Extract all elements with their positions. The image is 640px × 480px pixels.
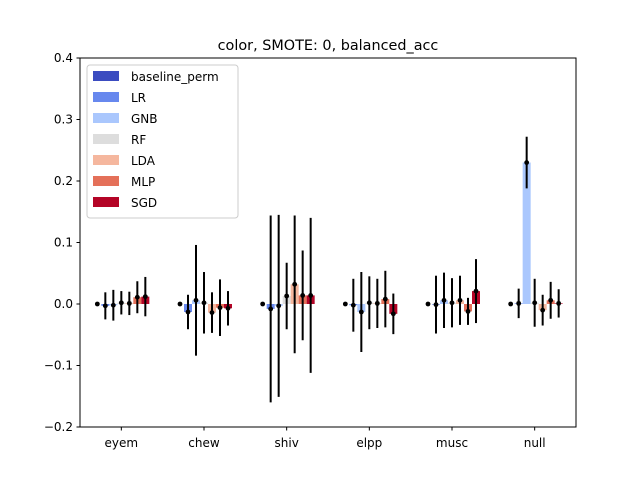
point-chew-baseline_perm xyxy=(178,302,183,307)
point-musc-RF xyxy=(450,300,455,305)
legend-swatch-LR xyxy=(93,92,119,102)
legend-swatch-GNB xyxy=(93,113,119,123)
legend-label-MLP: MLP xyxy=(131,175,155,189)
point-eyem-LR xyxy=(103,303,108,308)
point-musc-baseline_perm xyxy=(426,302,431,307)
legend-label-baseline_perm: baseline_perm xyxy=(131,70,219,84)
point-chew-RF xyxy=(202,300,207,305)
point-chew-LDA xyxy=(210,310,215,315)
point-null-LDA xyxy=(540,308,545,313)
point-shiv-LR xyxy=(268,307,273,312)
x-tick-label-null: null xyxy=(524,436,546,450)
y-tick-label: 0.2 xyxy=(54,174,73,188)
point-null-baseline_perm xyxy=(508,302,513,307)
point-shiv-LDA xyxy=(292,282,297,287)
point-shiv-GNB xyxy=(276,303,281,308)
point-chew-MLP xyxy=(218,305,223,310)
point-eyem-SGD xyxy=(143,294,148,299)
point-null-LR xyxy=(516,301,521,306)
point-elpp-baseline_perm xyxy=(343,302,348,307)
legend: baseline_perm LR GNB RF LDA MLP SGD xyxy=(87,65,238,218)
point-eyem-GNB xyxy=(111,303,116,308)
chart-title: color, SMOTE: 0, balanced_acc xyxy=(218,38,439,54)
x-tick-label-shiv: shiv xyxy=(275,436,299,450)
point-shiv-SGD xyxy=(308,293,313,298)
point-shiv-baseline_perm xyxy=(260,302,265,307)
point-shiv-RF xyxy=(284,294,289,299)
legend-swatch-LDA xyxy=(93,155,119,165)
legend-label-LDA: LDA xyxy=(131,154,156,168)
point-chew-GNB xyxy=(194,298,199,303)
point-musc-SGD xyxy=(474,289,479,294)
x-tick-label-musc: musc xyxy=(436,436,468,450)
point-musc-LR xyxy=(434,302,439,307)
legend-swatch-baseline_perm xyxy=(93,71,119,81)
legend-label-RF: RF xyxy=(131,133,146,147)
x-tick-label-eyem: eyem xyxy=(105,436,139,450)
legend-label-LR: LR xyxy=(131,91,146,105)
y-tick-label: 0.4 xyxy=(54,51,73,65)
point-null-MLP xyxy=(548,298,553,303)
point-null-SGD xyxy=(556,301,561,306)
point-eyem-MLP xyxy=(135,295,140,300)
point-null-GNB xyxy=(524,160,529,165)
point-elpp-SGD xyxy=(391,311,396,316)
x-tick-label-elpp: elpp xyxy=(356,436,382,450)
legend-swatch-SGD xyxy=(93,197,119,207)
y-tick-label: 0.3 xyxy=(54,113,73,127)
point-chew-LR xyxy=(186,310,191,315)
point-shiv-MLP xyxy=(300,293,305,298)
y-tick-label: 0.0 xyxy=(54,297,73,311)
y-tick-label: 0.1 xyxy=(54,236,73,250)
point-elpp-RF xyxy=(367,300,372,305)
legend-label-SGD: SGD xyxy=(131,196,157,210)
legend-swatch-MLP xyxy=(93,176,119,186)
x-tick-label-chew: chew xyxy=(188,436,220,450)
point-musc-MLP xyxy=(466,309,471,314)
point-musc-LDA xyxy=(458,298,463,303)
y-tick-label: −0.2 xyxy=(44,420,73,434)
point-chew-SGD xyxy=(226,306,231,311)
point-eyem-LDA xyxy=(127,301,132,306)
point-elpp-LDA xyxy=(375,301,380,306)
legend-swatch-RF xyxy=(93,134,119,144)
point-null-RF xyxy=(532,300,537,305)
y-tick-label: −0.1 xyxy=(44,359,73,373)
point-musc-GNB xyxy=(442,298,447,303)
point-eyem-RF xyxy=(119,300,124,305)
point-elpp-LR xyxy=(351,303,356,308)
point-elpp-GNB xyxy=(359,310,364,315)
point-eyem-baseline_perm xyxy=(95,302,100,307)
legend-label-GNB: GNB xyxy=(131,112,158,126)
point-elpp-MLP xyxy=(383,297,388,302)
